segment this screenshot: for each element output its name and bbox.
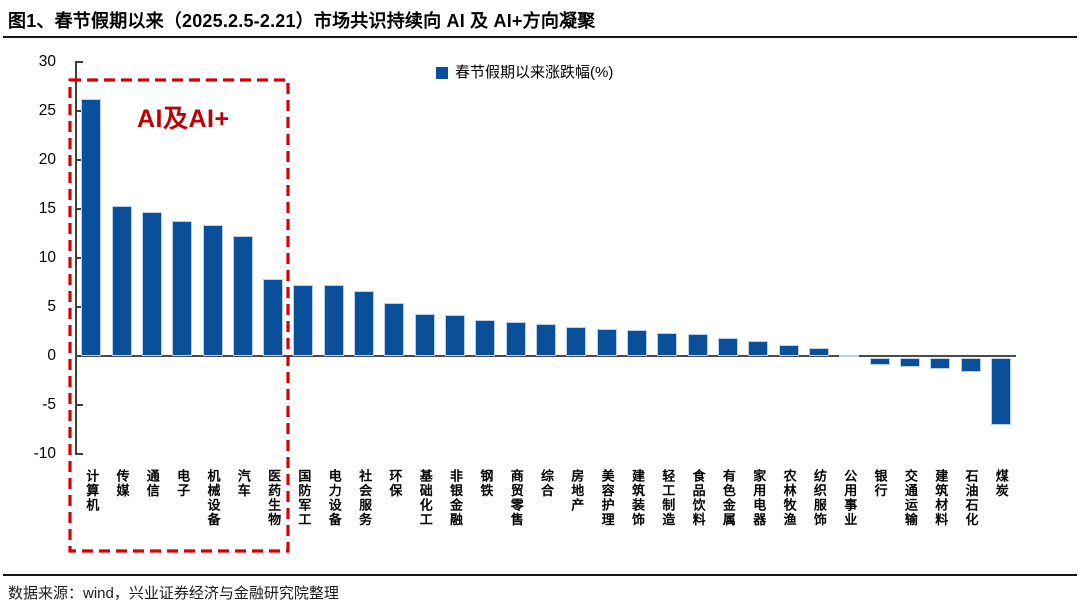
x-category-label: 国防军工 xyxy=(296,469,312,527)
x-category-label: 社会服务 xyxy=(357,469,373,527)
y-tick-label: 15 xyxy=(38,200,56,217)
x-category-label: 交通运输 xyxy=(902,469,918,527)
y-tick-mark xyxy=(77,404,83,406)
bar xyxy=(505,321,526,356)
x-category-label: 农林牧渔 xyxy=(781,469,797,527)
bar xyxy=(81,99,102,356)
x-category-label: 商贸零售 xyxy=(508,469,524,527)
y-tick-label: -5 xyxy=(42,396,56,413)
title-divider xyxy=(3,36,1077,38)
bar xyxy=(475,319,496,356)
x-category-label: 煤炭 xyxy=(993,469,1009,498)
x-category-label: 公用事业 xyxy=(842,469,858,527)
x-category-label: 基础化工 xyxy=(417,469,433,527)
bar xyxy=(566,326,587,356)
bar xyxy=(930,358,951,369)
footer-divider xyxy=(3,574,1077,576)
x-category-label: 环保 xyxy=(387,469,403,498)
x-category-label: 钢铁 xyxy=(478,469,494,498)
x-category-label: 建筑材料 xyxy=(933,469,949,527)
bar xyxy=(839,355,860,357)
bar xyxy=(990,358,1011,425)
data-source-text: 数据来源：wind，兴业证券经济与金融研究院整理 xyxy=(8,585,339,602)
bar xyxy=(202,224,223,356)
bar xyxy=(778,345,799,356)
ai-annotation-label: AI及AI+ xyxy=(137,105,230,133)
bar xyxy=(869,358,890,365)
y-tick-label: 25 xyxy=(38,102,56,119)
x-category-label: 电子 xyxy=(175,469,191,498)
y-tick-label: 10 xyxy=(38,249,56,266)
bar xyxy=(960,358,981,372)
bar xyxy=(232,236,253,356)
x-category-label: 食品饮料 xyxy=(690,469,706,527)
x-category-label: 银行 xyxy=(872,469,888,498)
x-category-label: 家用电器 xyxy=(751,469,767,527)
y-tick-label: 20 xyxy=(38,151,56,168)
bar xyxy=(717,338,738,356)
bar xyxy=(141,211,162,356)
x-category-label: 房地产 xyxy=(569,469,585,513)
y-tick-mark xyxy=(77,453,83,455)
bar xyxy=(263,278,284,356)
bar xyxy=(384,303,405,356)
bar xyxy=(354,291,375,356)
x-category-label: 机械设备 xyxy=(205,469,221,527)
x-axis-zero-line xyxy=(75,355,1016,357)
y-tick-mark xyxy=(77,61,83,63)
bar xyxy=(808,348,829,356)
bar xyxy=(748,341,769,356)
bar xyxy=(596,328,617,356)
x-category-label: 轻工制造 xyxy=(660,469,676,527)
x-category-label: 综合 xyxy=(539,469,554,498)
x-category-label: 计算机 xyxy=(84,469,100,513)
x-category-label: 电力设备 xyxy=(326,469,342,527)
bar xyxy=(687,334,708,356)
y-tick-label: 0 xyxy=(47,347,56,364)
y-tick-label: 5 xyxy=(47,298,56,315)
bar xyxy=(445,314,465,356)
bar xyxy=(414,313,435,356)
legend-label: 春节假期以来涨跌幅(%) xyxy=(455,64,614,81)
legend-swatch-icon xyxy=(436,67,448,79)
figure-title: 图1、春节假期以来（2025.2.5-2.21）市场共识持续向 AI 及 AI+… xyxy=(8,11,596,31)
x-category-label: 石油石化 xyxy=(963,469,979,527)
x-category-label: 非银金融 xyxy=(448,469,463,527)
x-category-label: 汽车 xyxy=(235,469,251,498)
bar xyxy=(627,329,647,356)
x-category-label: 纺织服饰 xyxy=(811,469,827,527)
bar xyxy=(657,332,678,356)
bar xyxy=(172,220,193,356)
bar xyxy=(111,206,132,356)
y-tick-label: -10 xyxy=(33,445,56,462)
bar xyxy=(293,284,314,356)
bar xyxy=(899,358,920,367)
x-category-label: 有色金属 xyxy=(720,469,736,527)
bar xyxy=(323,285,344,356)
bar xyxy=(536,323,556,356)
x-category-label: 美容护理 xyxy=(599,469,615,527)
y-tick-label: 30 xyxy=(38,53,56,70)
x-category-label: 传媒 xyxy=(114,469,130,498)
x-category-label: 建筑装饰 xyxy=(630,469,645,527)
x-category-label: 通信 xyxy=(144,469,160,498)
chart-legend: 春节假期以来涨跌幅(%) xyxy=(436,65,613,81)
x-category-label: 医药生物 xyxy=(266,469,282,527)
